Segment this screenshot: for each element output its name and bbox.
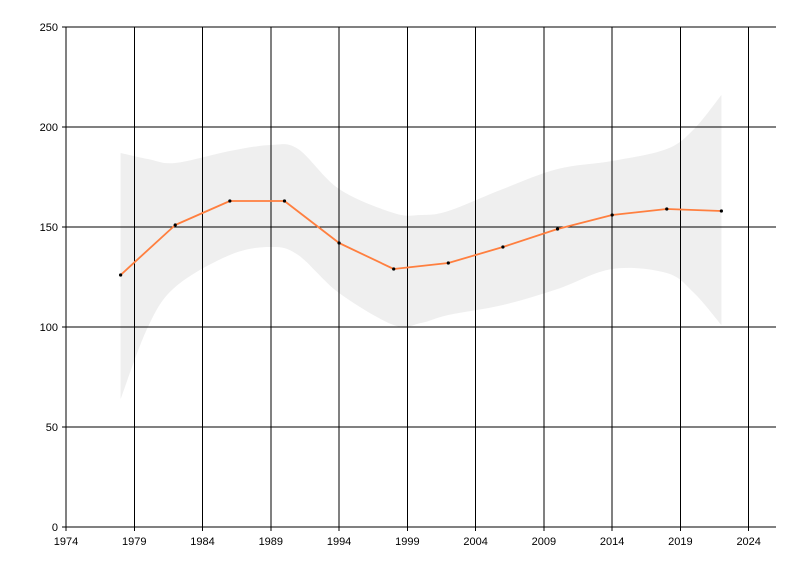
data-point-2010 [555, 227, 560, 231]
data-point-1986 [228, 199, 232, 203]
x-tick-label-1984: 1984 [190, 536, 214, 548]
x-tick-label-1994: 1994 [327, 536, 351, 548]
data-point-2006 [501, 245, 505, 249]
x-tick-label-2024: 2024 [736, 536, 760, 548]
y-tick-label-50: 50 [46, 422, 58, 434]
confidence-band [120, 95, 722, 399]
x-tick-label-1979: 1979 [122, 536, 146, 548]
x-tick-label-2009: 2009 [532, 536, 556, 548]
x-tick-label-2004: 2004 [463, 536, 487, 548]
grid-layer [66, 26, 776, 527]
x-tick-label-2019: 2019 [668, 536, 692, 548]
x-tick-label-2014: 2014 [600, 536, 624, 548]
x-tick-label-1999: 1999 [395, 536, 419, 548]
tick-labels-layer: 1974 1979 1984 1989 1994 1999 2004 2009 2014 2019… [40, 22, 761, 548]
x-tick-label-1974: 1974 [54, 536, 78, 548]
data-point-2014 [610, 213, 614, 217]
y-tick-label-200: 200 [40, 122, 58, 134]
data-point-1994 [337, 241, 341, 245]
confidence-band-layer [120, 95, 722, 399]
x-tick-label-1989: 1989 [259, 536, 283, 548]
y-tick-label-250: 250 [40, 22, 58, 34]
data-point-1978 [119, 273, 123, 277]
data-point-2022 [719, 209, 723, 213]
y-tick-label-100: 100 [40, 322, 58, 334]
y-tick-label-0: 0 [52, 522, 58, 534]
data-point-1998 [392, 267, 396, 271]
data-point-1990 [282, 199, 287, 203]
data-point-1982 [173, 223, 177, 227]
series-layer [119, 199, 723, 277]
data-point-2018 [665, 207, 669, 211]
y-tick-label-150: 150 [40, 222, 58, 234]
series-line-0 [120, 200, 722, 276]
axes-layer [62, 26, 776, 531]
data-point-2002 [446, 261, 450, 265]
